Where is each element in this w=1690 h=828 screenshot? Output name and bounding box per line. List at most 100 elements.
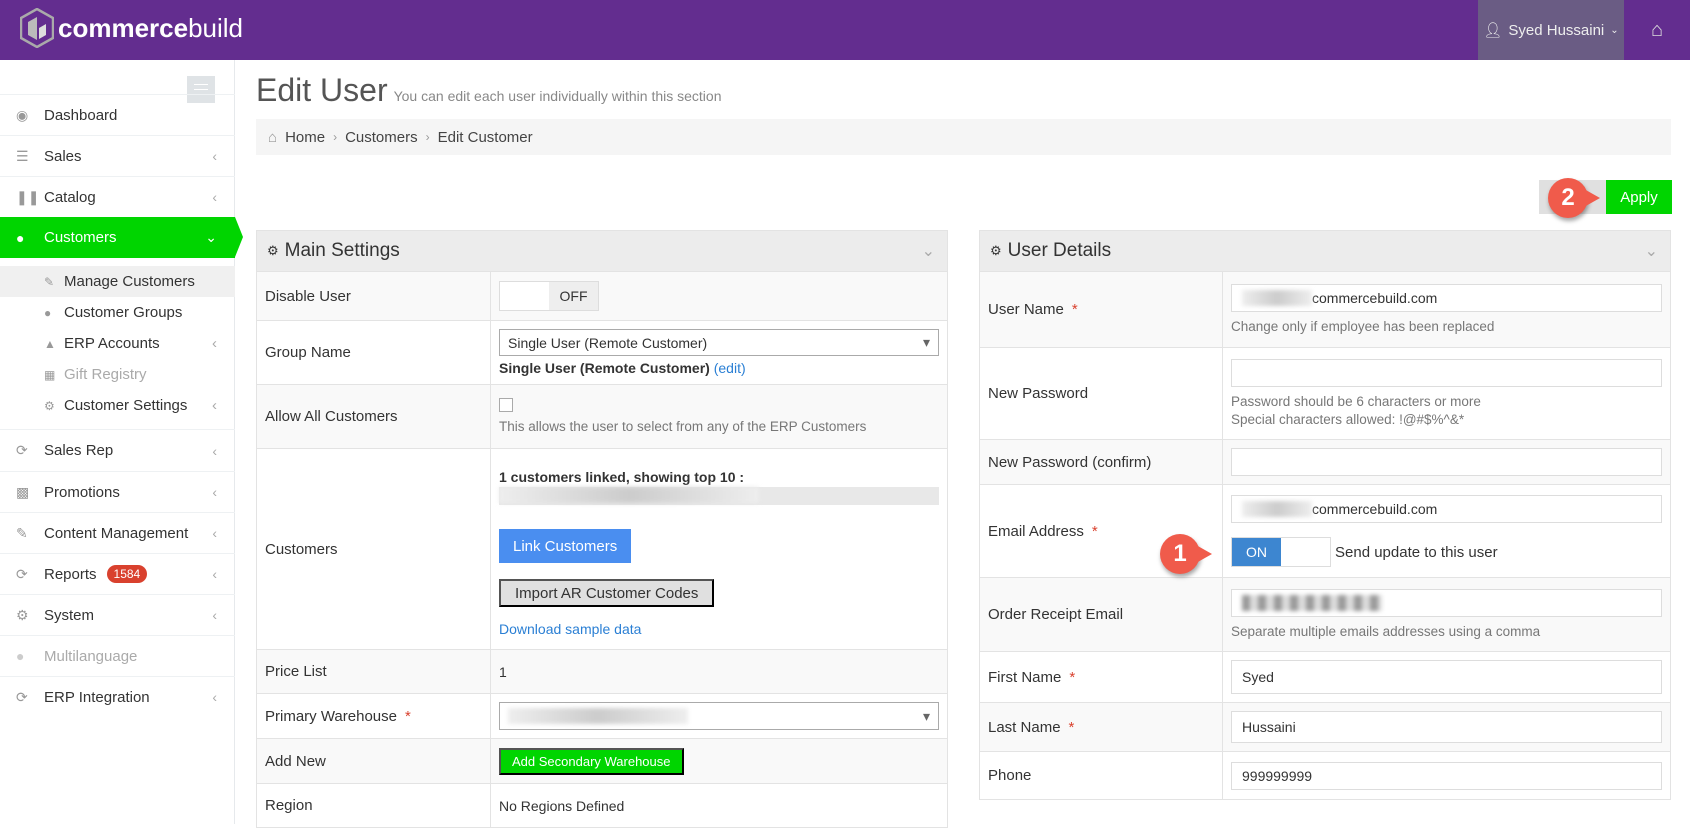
- label: Dashboard: [44, 106, 118, 124]
- field-label: New Password: [980, 348, 1223, 439]
- sidebar-toggle-button[interactable]: [187, 76, 215, 103]
- primary-warehouse-select[interactable]: [499, 702, 939, 730]
- add-new-row: Add New Add Secondary Warehouse: [257, 738, 947, 783]
- import-ar-codes-button[interactable]: Import AR Customer Codes: [499, 579, 715, 607]
- home-icon: ⌂: [1650, 18, 1664, 41]
- current-group: Single User (Remote Customer): [499, 360, 710, 376]
- first-name-row: First Name * Syed: [980, 651, 1670, 702]
- chevron-left-icon: ‹: [212, 335, 217, 352]
- breadcrumb-home[interactable]: Home: [285, 128, 326, 146]
- phone-row: Phone 999999999: [980, 751, 1670, 799]
- add-secondary-warehouse-button[interactable]: Add Secondary Warehouse: [499, 747, 684, 775]
- sidebar-item-dashboard[interactable]: ◉ Dashboard: [0, 94, 235, 135]
- chevron-left-icon: ‹: [212, 689, 217, 705]
- label-text: Email Address: [988, 522, 1084, 540]
- breadcrumb-customers[interactable]: Customers: [345, 128, 418, 146]
- email-input[interactable]: commercebuild.com: [1231, 495, 1662, 523]
- sidebar-item-customer-settings[interactable]: ⚙ Customer Settings ‹: [0, 390, 235, 421]
- user-name-row: User Name * commercebuild.com Change only …: [980, 271, 1670, 347]
- field-label: Phone: [980, 752, 1223, 799]
- download-sample-link[interactable]: Download sample data: [499, 621, 642, 637]
- users-icon: ●: [16, 648, 25, 664]
- chevron-right-icon: ›: [333, 130, 338, 144]
- help-text: Change only if employee has been replace…: [1231, 318, 1495, 334]
- field-label: Last Name *: [980, 703, 1223, 751]
- field-label: Order Receipt Email: [980, 578, 1223, 651]
- sidebar-item-system[interactable]: ⚙ System ‹: [0, 594, 235, 635]
- field-label: Allow All Customers: [257, 385, 491, 448]
- disable-user-toggle[interactable]: OFF: [499, 281, 599, 311]
- user-name-input[interactable]: commercebuild.com: [1231, 283, 1662, 312]
- chevron-left-icon: ‹: [212, 397, 217, 414]
- annotation-callout-1: 1: [1160, 534, 1212, 574]
- sidebar-item-erp-accounts[interactable]: ▲ ERP Accounts ‹: [0, 328, 235, 359]
- chevron-down-icon[interactable]: ⌄: [921, 243, 935, 260]
- sidebar-item-sales-rep[interactable]: ⟳ Sales Rep ‹: [0, 430, 235, 471]
- send-update-toggle[interactable]: ON: [1231, 537, 1331, 567]
- panel-header[interactable]: ⚙ User Details ⌄: [980, 231, 1670, 271]
- price-list-row: Price List 1: [257, 649, 947, 693]
- sidebar-item-sales[interactable]: ☰ Sales ‹: [0, 135, 235, 176]
- sidebar-item-reports[interactable]: ⟳ Reports 1584 ‹: [0, 553, 235, 594]
- label: ERP Accounts: [64, 335, 160, 352]
- toggle-state: OFF: [549, 282, 598, 310]
- label: Promotions: [44, 483, 120, 501]
- sidebar-item-manage-customers[interactable]: ✎ Manage Customers: [0, 266, 235, 297]
- brand-logo[interactable]: commerce build: [20, 8, 243, 48]
- sitemap-icon: ▲: [44, 336, 56, 351]
- label: System: [44, 606, 95, 624]
- apply-button[interactable]: Apply: [1606, 180, 1672, 214]
- field-label: Price List: [257, 650, 491, 693]
- new-password-input[interactable]: [1231, 358, 1662, 387]
- user-menu[interactable]: 👤︎ Syed Hussaini ⌄: [1478, 0, 1624, 60]
- user-icon: ●: [16, 229, 25, 246]
- field-label: Email Address *: [980, 485, 1223, 577]
- new-password-row: New Password Password should be 6 charac…: [980, 347, 1670, 439]
- edit-group-link[interactable]: (edit): [713, 360, 746, 376]
- help-text: Special characters allowed: !@#$%^&*: [1231, 411, 1465, 427]
- logo-icon: [20, 8, 54, 48]
- page-subtitle: You can edit each user individually with…: [393, 88, 722, 104]
- cogs-icon: ⚙: [16, 606, 29, 623]
- users-icon: ●: [44, 305, 52, 320]
- order-receipt-input[interactable]: [1231, 588, 1662, 617]
- disable-user-row: Disable User OFF: [257, 271, 947, 320]
- home-button[interactable]: ⌂: [1624, 0, 1690, 60]
- refresh-icon: ⟳: [16, 688, 28, 705]
- chevron-left-icon: ‹: [212, 525, 217, 541]
- sidebar-item-content-management[interactable]: ✎ Content Management ‹: [0, 512, 235, 553]
- last-name-input[interactable]: Hussaini: [1231, 711, 1662, 743]
- cogs-icon: ⚙: [267, 243, 279, 258]
- field-label: User Name *: [980, 272, 1223, 347]
- panel-header[interactable]: ⚙ Main Settings ⌄: [257, 231, 947, 271]
- sidebar-item-customer-groups[interactable]: ● Customer Groups: [0, 297, 235, 328]
- page-title: Edit User You can edit each user individu…: [256, 72, 722, 109]
- refresh-icon: ⟳: [16, 442, 28, 458]
- sidebar-item-gift-registry[interactable]: ▦ Gift Registry: [0, 359, 235, 390]
- group-name-select[interactable]: Single User (Remote Customer): [499, 329, 939, 356]
- label: Sales Rep: [44, 442, 114, 459]
- email-row: Email Address * commercebuild.com ON Send…: [980, 484, 1670, 577]
- brand-name-bold: commerce: [58, 12, 189, 43]
- sidebar-item-multilanguage[interactable]: ● Multilanguage: [0, 635, 235, 676]
- chevron-down-icon[interactable]: ⌄: [1644, 243, 1658, 260]
- confirm-password-input[interactable]: [1231, 448, 1662, 476]
- label: Reports: [44, 565, 97, 583]
- refresh-icon: ⟳: [16, 565, 28, 582]
- chevron-right-icon: ›: [425, 130, 430, 144]
- link-customers-button[interactable]: Link Customers: [499, 529, 632, 563]
- first-name-input[interactable]: Syed: [1231, 660, 1662, 694]
- dashboard-icon: ◉: [16, 106, 29, 123]
- allow-all-customers-row: Allow All Customers This allows the user…: [257, 384, 947, 448]
- label: Multilanguage: [44, 647, 138, 665]
- allow-all-checkbox[interactable]: [499, 397, 513, 412]
- sidebar-item-promotions[interactable]: ▩ Promotions ‹: [0, 471, 235, 512]
- label-text: Primary Warehouse: [265, 707, 397, 725]
- sidebar-item-catalog[interactable]: ❚❚ Catalog ‹: [0, 176, 235, 217]
- region-row: Region No Regions Defined: [257, 783, 947, 827]
- primary-warehouse-row: Primary Warehouse *: [257, 693, 947, 738]
- sidebar-item-customers[interactable]: ● Customers ⌄: [0, 217, 243, 258]
- phone-input[interactable]: 999999999: [1231, 761, 1662, 790]
- label: Catalog: [44, 188, 96, 206]
- sidebar-item-erp-integration[interactable]: ⟳ ERP Integration ‹: [0, 676, 235, 717]
